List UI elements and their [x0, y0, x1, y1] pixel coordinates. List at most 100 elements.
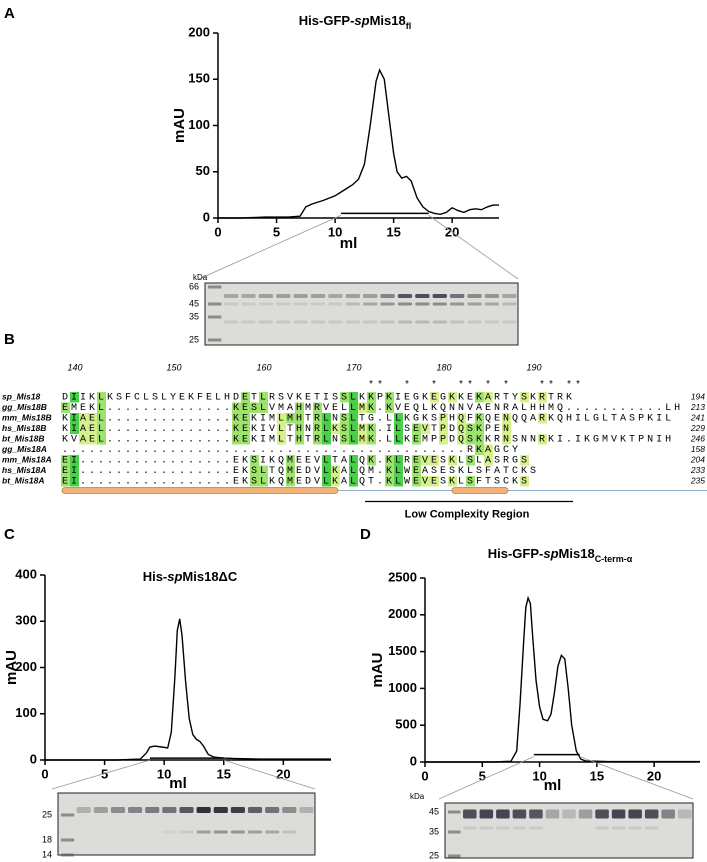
gel-band — [380, 320, 395, 324]
residue-highlight — [349, 476, 358, 487]
residue-highlight — [430, 476, 439, 487]
residue-highlight — [520, 476, 529, 487]
y-tick-label: 100 — [188, 117, 210, 132]
residue-highlight — [349, 434, 358, 445]
gel-band — [247, 807, 263, 813]
helix — [61, 487, 339, 494]
residue-highlight — [412, 434, 421, 445]
marker-label: 25 — [42, 809, 52, 819]
residue-highlight — [394, 423, 403, 434]
residue-highlight — [349, 455, 358, 466]
gel-band — [293, 320, 308, 324]
residue-highlight — [97, 413, 106, 424]
residue-highlight — [475, 423, 484, 434]
residue-highlight — [295, 434, 304, 445]
sequence-name: bt_Mis18A — [2, 475, 45, 485]
residue-highlight — [286, 476, 295, 487]
residue-highlight — [385, 402, 394, 413]
residue-highlight — [385, 455, 394, 466]
ruler-number: 140 — [67, 362, 82, 372]
gel-band — [479, 809, 494, 819]
residue-highlight — [457, 413, 466, 424]
sequence-name: hs_Mis18A — [2, 465, 46, 475]
marker-label: 35 — [189, 311, 199, 321]
residue-highlight — [331, 465, 340, 476]
residue-highlight — [322, 465, 331, 476]
title-part: sp — [543, 546, 558, 561]
gel-band — [241, 294, 256, 298]
residue-highlight — [70, 392, 79, 403]
residue-highlight — [277, 423, 286, 434]
residue-highlight — [439, 434, 448, 445]
title-part: C-term-α — [595, 554, 633, 564]
residue-highlight — [286, 413, 295, 424]
residue-highlight — [259, 465, 268, 476]
marker-band — [448, 830, 461, 834]
residue-highlight — [430, 455, 439, 466]
gel-band — [196, 807, 211, 813]
gel-band — [223, 294, 239, 298]
residue-highlight — [97, 392, 106, 403]
residue-highlight — [88, 423, 97, 434]
x-tick-label: 0 — [41, 766, 48, 781]
gel-band — [276, 302, 291, 306]
gel-unit: kDa — [193, 273, 208, 282]
residue-highlight — [448, 476, 457, 487]
sequence: EI.................EKSIKQMEEVLTALQK.KLRE… — [62, 456, 530, 467]
gel-band — [265, 830, 280, 834]
gel-band — [415, 294, 430, 298]
residue-highlight — [340, 392, 349, 403]
residue-highlight — [250, 402, 259, 413]
residue-highlight — [484, 444, 493, 455]
residue-highlight — [241, 423, 250, 434]
sequence-end: 204 — [690, 454, 705, 464]
marker-label: 45 — [189, 298, 199, 308]
y-tick-label: 0 — [410, 753, 417, 768]
marker-band — [61, 813, 75, 817]
gel-band — [345, 302, 360, 306]
gel-band — [310, 320, 326, 324]
sequence: EMEKL..............KESLVMAHMRVELLMK.KVEQ… — [62, 403, 683, 414]
chart-title: His-GFP-spMis18C-term-α — [488, 546, 633, 564]
residue-highlight — [79, 423, 88, 434]
title-part: Mis18ΔC — [182, 569, 237, 584]
gel-band — [299, 807, 314, 813]
title-part: fl — [406, 21, 412, 31]
y-tick-label: 1000 — [388, 680, 417, 695]
residue-highlight — [394, 455, 403, 466]
residue-highlight — [430, 392, 439, 403]
sequence-end: 158 — [691, 444, 705, 454]
title-part: His-GFP- — [488, 546, 544, 561]
sequence: DIIKLKSFCLSLYEKFELHDETLRSVKETISSLKKPKIEG… — [62, 393, 575, 404]
gel-band — [611, 826, 626, 830]
title-part: sp — [354, 13, 369, 28]
residue-highlight — [286, 465, 295, 476]
conservation-stars: ** * * ** * * ** ** — [368, 380, 584, 392]
y-tick-label: 400 — [15, 566, 37, 581]
marker-band — [208, 302, 222, 306]
gel-band — [484, 294, 500, 298]
title-part: Mis18 — [559, 546, 595, 561]
trace — [425, 595, 700, 763]
marker-band — [448, 854, 461, 858]
residue-highlight — [394, 434, 403, 445]
sequence: ........................................… — [62, 445, 521, 456]
residue-highlight — [412, 423, 421, 434]
residue-highlight — [250, 465, 259, 476]
x-axis-label: ml — [169, 775, 187, 792]
residue-highlight — [322, 434, 331, 445]
y-tick-label: 150 — [188, 71, 210, 86]
marker-band — [61, 838, 75, 842]
residue-highlight — [475, 413, 484, 424]
residue-highlight — [295, 413, 304, 424]
trace — [218, 68, 499, 219]
gel-band — [241, 320, 256, 324]
gel-band — [449, 302, 465, 306]
gel-band — [463, 809, 477, 819]
residue-highlight — [313, 434, 322, 445]
gel-band — [265, 807, 280, 813]
gel-band — [432, 294, 447, 298]
residue-highlight — [250, 476, 259, 487]
sequence-name: mm_Mis18A — [2, 454, 52, 464]
